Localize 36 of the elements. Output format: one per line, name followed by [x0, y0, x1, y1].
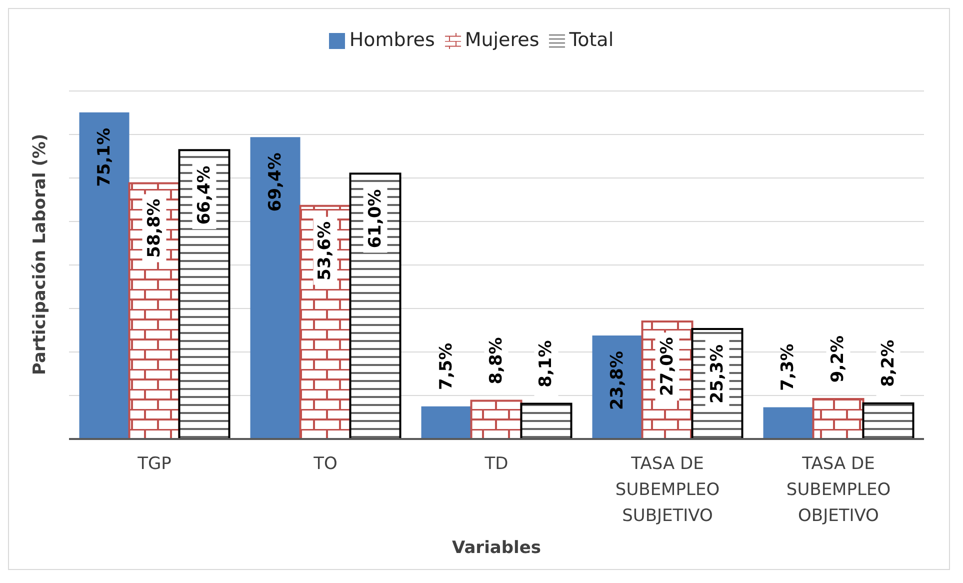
data-label: 66,4%	[194, 166, 214, 225]
data-label: 58,8%	[144, 198, 164, 258]
data-label: 75,1%	[94, 128, 114, 187]
bar	[763, 407, 814, 439]
bar	[250, 137, 300, 439]
bar	[79, 112, 130, 439]
data-label: 61,0%	[365, 189, 386, 248]
data-label: 8,1%	[536, 340, 556, 388]
data-label: 7,5%	[436, 342, 456, 390]
bar	[592, 335, 642, 439]
bar	[812, 398, 864, 439]
y-axis-title: Participación Laboral (%)	[30, 134, 50, 375]
data-label: 8,2%	[878, 340, 898, 387]
data-label: 25,3%	[707, 344, 728, 404]
bar	[520, 402, 572, 439]
bar	[178, 149, 230, 439]
data-label: 7,3%	[778, 344, 798, 391]
data-label: 23,8%	[607, 350, 628, 410]
x-tick-label: TASA DE SUBEMPLEO SUBJETIVO	[615, 454, 720, 526]
x-axis-title: Variables	[452, 538, 542, 558]
x-tick-label: TASA DE SUBEMPLEO OBJETIVO	[786, 454, 891, 526]
data-label: 27,0%	[657, 337, 678, 396]
legend-label: Total	[569, 29, 614, 51]
bar	[349, 172, 402, 439]
bar	[862, 402, 914, 439]
data-label: 9,2%	[828, 335, 848, 383]
x-tick-label: TGP	[136, 454, 172, 474]
bar	[470, 400, 522, 439]
data-label: 8,8%	[486, 337, 506, 384]
legend-label: Hombres	[349, 29, 435, 51]
data-label: 69,4%	[265, 152, 286, 212]
x-tick-label: TD	[484, 454, 508, 474]
data-label: 53,6%	[315, 221, 336, 280]
x-tick-label: TO	[312, 454, 338, 474]
legend-label: Mujeres	[464, 29, 540, 51]
bar	[421, 406, 472, 439]
